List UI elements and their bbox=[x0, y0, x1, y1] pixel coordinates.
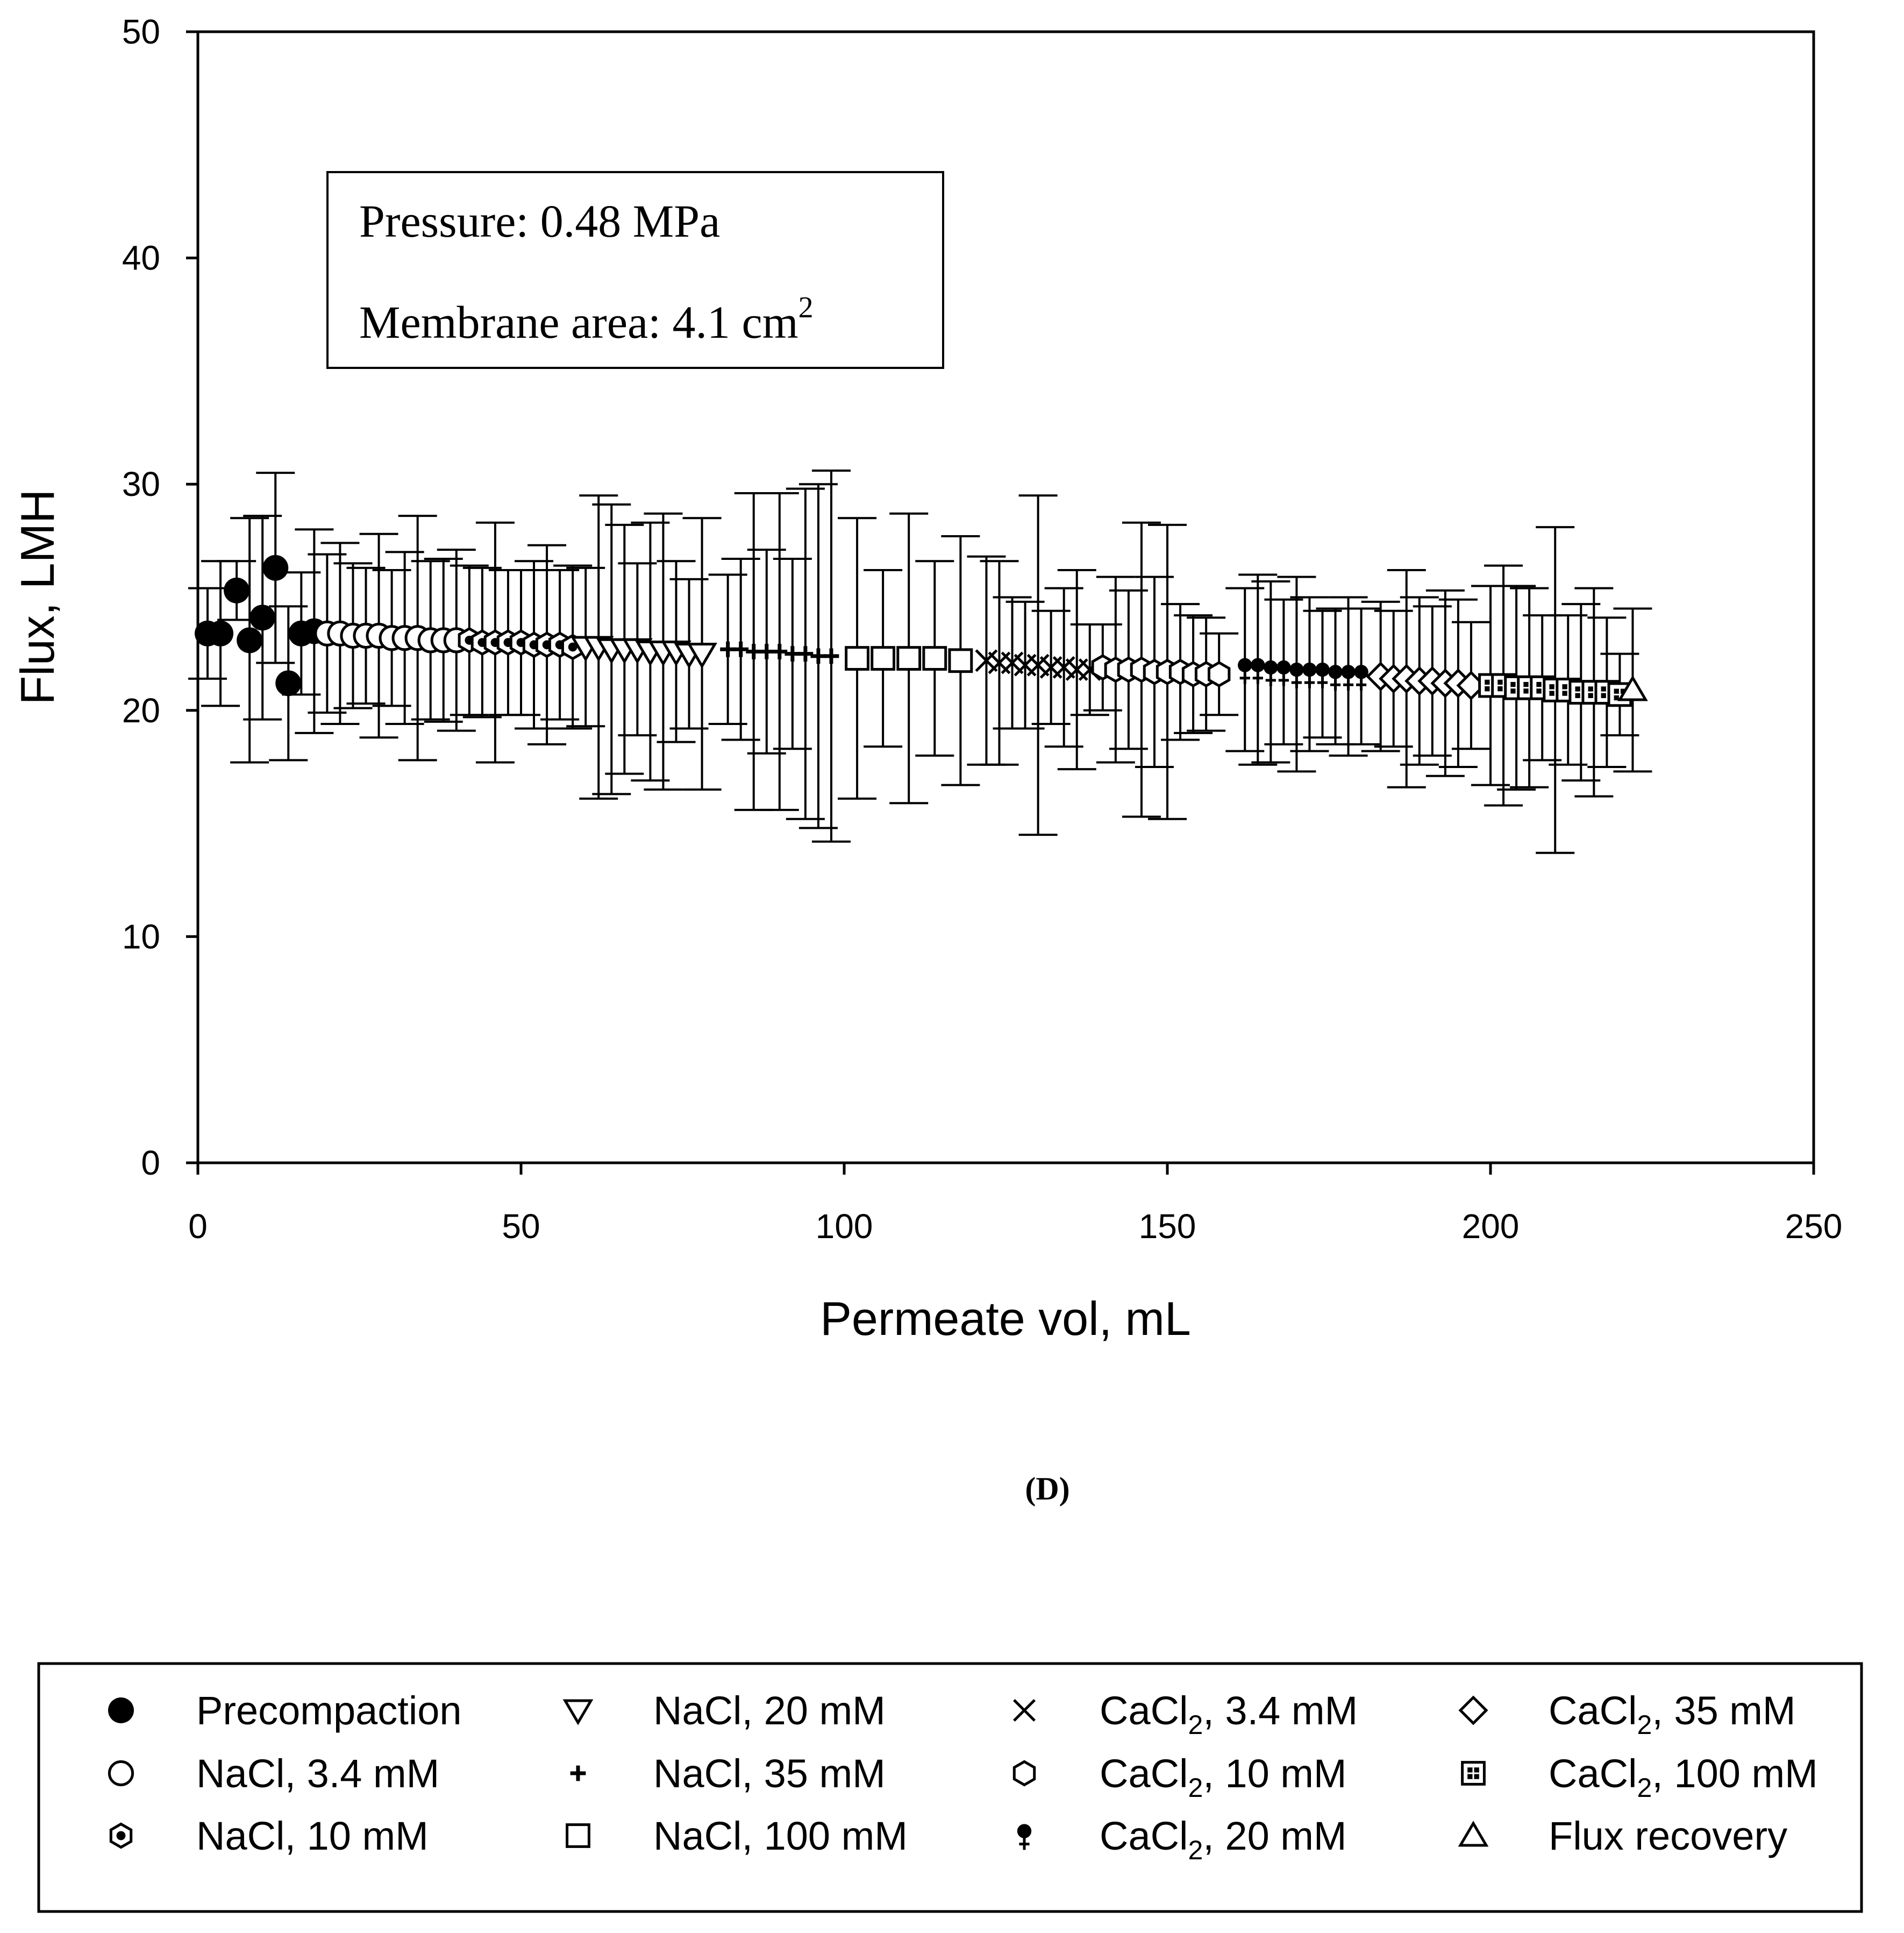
y-axis-ticks: 0 10 20 30 40 50 bbox=[122, 12, 198, 1182]
data-point bbox=[772, 644, 788, 659]
x-axis-title: Permeate vol, mL bbox=[820, 1292, 1191, 1345]
legend-label: NaCl, 35 mM bbox=[653, 1751, 886, 1796]
data-point bbox=[1302, 662, 1317, 688]
data-point bbox=[871, 646, 896, 671]
legend-marker-icon bbox=[566, 1823, 590, 1848]
annotation-frame bbox=[326, 171, 944, 369]
data-point bbox=[237, 627, 263, 653]
data-point bbox=[823, 648, 839, 664]
x-tick-label: 150 bbox=[1139, 1207, 1196, 1246]
legend-label: NaCl, 100 mM bbox=[653, 1814, 908, 1858]
legend-label: NaCl, 3.4 mM bbox=[196, 1751, 439, 1796]
legend-label: CaCl2, 100 mM bbox=[1549, 1751, 1818, 1803]
x-tick-label: 100 bbox=[816, 1207, 873, 1246]
data-point bbox=[262, 555, 289, 581]
legend-marker-icon bbox=[562, 1699, 594, 1725]
data-point bbox=[1251, 658, 1265, 684]
legend-marker-icon bbox=[108, 1697, 134, 1723]
data-point bbox=[208, 620, 234, 646]
data-point bbox=[275, 670, 302, 697]
data-point bbox=[797, 646, 814, 662]
data-point bbox=[1277, 660, 1291, 686]
data-point bbox=[810, 648, 826, 664]
legend-label: NaCl, 20 mM bbox=[653, 1688, 886, 1733]
x-tick-label: 200 bbox=[1462, 1207, 1520, 1246]
data-point bbox=[1328, 665, 1343, 691]
legend-label: Flux recovery bbox=[1549, 1814, 1787, 1858]
y-tick-label: 10 bbox=[122, 917, 160, 956]
data-point bbox=[1289, 662, 1304, 688]
x-tick-label: 0 bbox=[188, 1207, 208, 1246]
legend-marker-icon bbox=[108, 1760, 134, 1787]
data-point bbox=[1264, 660, 1278, 686]
panel-label: (D) bbox=[1025, 1471, 1069, 1506]
data-point bbox=[1341, 665, 1356, 691]
data-point bbox=[922, 646, 947, 671]
legend-label: CaCl2, 35 mM bbox=[1549, 1688, 1796, 1740]
legend-label: Precompaction bbox=[196, 1688, 462, 1733]
data-point bbox=[759, 644, 775, 659]
y-axis-title: Flux, LMH bbox=[11, 489, 64, 705]
data-point bbox=[687, 643, 717, 669]
legend-marker-icon bbox=[109, 1822, 133, 1849]
legend-marker-icon bbox=[1012, 1760, 1036, 1787]
annotation-box: Pressure: 0.48 MPa Membrane area: 4.1 cm… bbox=[326, 171, 944, 369]
x-axis-ticks: 0 50 100 150 200 250 bbox=[188, 1163, 1842, 1246]
data-point bbox=[1315, 662, 1330, 688]
annotation-membrane-area-text: Membrane area: 4.1 cm bbox=[359, 296, 798, 348]
data-point bbox=[720, 641, 736, 657]
data-point bbox=[249, 605, 276, 631]
markers-layer bbox=[195, 555, 1648, 707]
data-point bbox=[896, 646, 922, 671]
y-tick-label: 0 bbox=[141, 1143, 160, 1182]
y-tick-label: 50 bbox=[122, 12, 160, 51]
x-tick-label: 250 bbox=[1785, 1207, 1843, 1246]
y-tick-label: 20 bbox=[122, 691, 160, 730]
legend-marker-icon bbox=[1013, 1699, 1036, 1722]
data-point bbox=[948, 648, 973, 673]
legend-marker-icon bbox=[1458, 1821, 1489, 1847]
annotation-membrane-area: Membrane area: 4.1 cm2 bbox=[359, 291, 814, 348]
legend-marker-icon bbox=[1017, 1824, 1032, 1850]
legend-label: CaCl2, 3.4 mM bbox=[1100, 1688, 1358, 1740]
data-point bbox=[1207, 661, 1231, 687]
data-point bbox=[1617, 675, 1648, 701]
legend: Precompaction NaCl, 3.4 mM NaCl, 10 mM NaCl… bbox=[108, 1688, 1818, 1865]
data-point bbox=[733, 641, 749, 657]
legend-marker-icon bbox=[570, 1765, 586, 1781]
x-tick-label: 50 bbox=[502, 1207, 540, 1246]
data-point bbox=[746, 644, 762, 659]
legend-marker-icon bbox=[1461, 1761, 1486, 1786]
y-tick-label: 30 bbox=[122, 465, 160, 503]
annotation-pressure: Pressure: 0.48 MPa bbox=[359, 195, 720, 247]
data-point bbox=[785, 646, 801, 662]
data-point bbox=[1238, 658, 1252, 684]
annotation-superscript: 2 bbox=[798, 291, 814, 324]
data-point bbox=[845, 646, 869, 671]
legend-label: NaCl, 10 mM bbox=[196, 1814, 429, 1858]
legend-label: CaCl2, 10 mM bbox=[1100, 1751, 1347, 1803]
y-tick-label: 40 bbox=[122, 239, 160, 278]
data-point bbox=[224, 577, 250, 603]
legend-label: CaCl2, 20 mM bbox=[1100, 1814, 1347, 1865]
plot-frame bbox=[196, 30, 1815, 1164]
legend-frame bbox=[37, 1662, 1863, 1913]
data-point bbox=[1354, 665, 1368, 691]
legend-marker-icon bbox=[1458, 1695, 1488, 1725]
